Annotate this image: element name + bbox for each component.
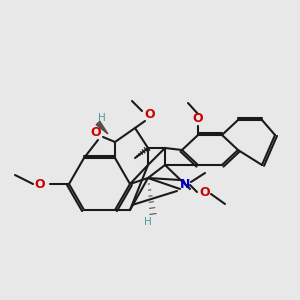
Text: O: O: [200, 185, 210, 199]
Text: H: H: [98, 113, 106, 123]
Text: O: O: [35, 178, 45, 190]
Text: O: O: [145, 109, 155, 122]
Text: H: H: [144, 217, 152, 227]
Polygon shape: [96, 121, 108, 134]
Text: O: O: [91, 125, 101, 139]
Text: N: N: [180, 178, 190, 191]
Text: O: O: [193, 112, 203, 124]
